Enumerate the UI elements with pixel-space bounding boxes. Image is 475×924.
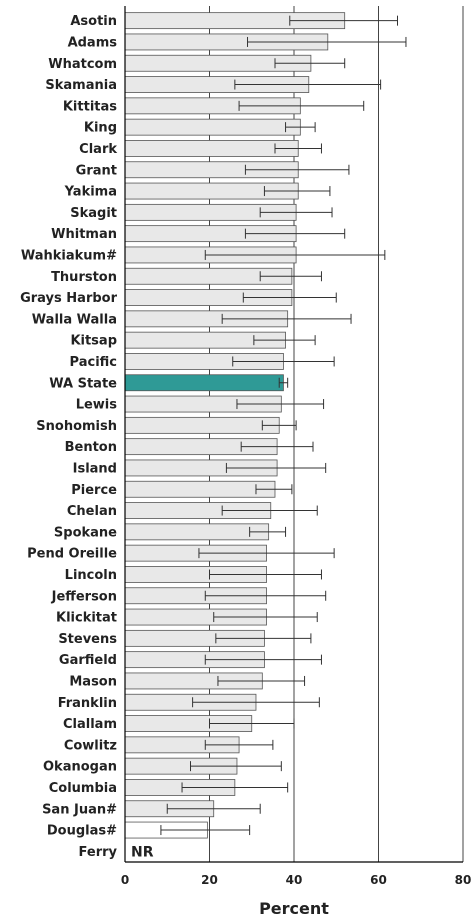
bar-snohomish: [124, 416, 280, 434]
x-axis-title: Percent: [259, 899, 329, 918]
category-label-snohomish: Snohomish: [36, 419, 117, 434]
bar-king: [124, 118, 301, 136]
category-label-benton: Benton: [65, 440, 117, 455]
category-label-chelan: Chelan: [67, 504, 117, 519]
category-label-king: King: [84, 121, 117, 136]
bar-spokane: [124, 523, 270, 541]
category-label-okanogan: Okanogan: [43, 760, 117, 775]
category-label-jefferson: Jefferson: [51, 589, 117, 604]
category-label-klickitat: Klickitat: [56, 611, 117, 626]
category-label-san-juan: San Juan#: [42, 802, 117, 817]
x-tick-label-0: 0: [121, 873, 129, 887]
category-label-pierce: Pierce: [71, 483, 117, 498]
category-label-thurston: Thurston: [51, 270, 117, 285]
category-label-spokane: Spokane: [54, 525, 117, 540]
x-tick-label-20: 20: [201, 873, 218, 887]
category-label-clallam: Clallam: [63, 717, 117, 732]
category-label-yakima: Yakima: [64, 185, 117, 200]
bar-clark: [124, 140, 299, 157]
annotation-nr: NR: [131, 844, 154, 860]
bar-wa-state: [124, 374, 284, 392]
x-axis-ticks: 0 20 40 60 80: [121, 873, 472, 887]
category-labels: Asotin Adams Whatcom Skamania Kittitas King Cl…: [20, 14, 154, 860]
bars: [124, 12, 346, 839]
category-label-kitsap: Kitsap: [70, 334, 117, 349]
category-label-ferry: Ferry: [79, 845, 118, 860]
category-label-walla-walla: Walla Walla: [32, 312, 117, 327]
category-label-columbia: Columbia: [49, 781, 117, 796]
category-label-whitman: Whitman: [51, 227, 117, 242]
category-label-adams: Adams: [68, 35, 118, 50]
category-label-garfield: Garfield: [59, 653, 117, 668]
category-label-island: Island: [73, 461, 117, 476]
category-label-pacific: Pacific: [70, 355, 117, 370]
category-label-pend-oreille: Pend Oreille: [27, 547, 117, 562]
category-label-clark: Clark: [79, 142, 117, 157]
category-label-wahkiakum: Wahkiakum#: [21, 248, 117, 263]
category-label-cowlitz: Cowlitz: [64, 738, 117, 753]
x-tick-label-60: 60: [370, 873, 387, 887]
category-label-stevens: Stevens: [58, 632, 117, 647]
category-label-lewis: Lewis: [76, 398, 118, 413]
category-label-skagit: Skagit: [70, 206, 117, 221]
category-label-franklin: Franklin: [58, 696, 117, 711]
x-tick-label-80: 80: [455, 873, 472, 887]
category-label-douglas: Douglas#: [47, 824, 117, 839]
category-label-grant: Grant: [76, 163, 117, 178]
category-label-whatcom: Whatcom: [48, 57, 117, 72]
bar-pierce: [124, 480, 276, 498]
category-label-wa-state: WA State: [49, 376, 117, 391]
category-label-kittitas: Kittitas: [63, 99, 117, 114]
category-label-lincoln: Lincoln: [65, 568, 117, 583]
error-bars: [160, 15, 407, 836]
category-label-grays-harbor: Grays Harbor: [20, 291, 117, 306]
category-label-asotin: Asotin: [70, 14, 117, 29]
x-tick-label-40: 40: [286, 873, 303, 887]
category-label-skamania: Skamania: [45, 78, 117, 93]
category-label-mason: Mason: [69, 674, 117, 689]
